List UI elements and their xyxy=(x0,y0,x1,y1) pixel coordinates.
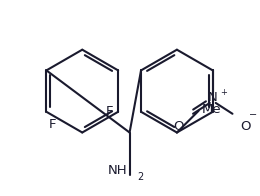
Text: −: − xyxy=(249,110,257,120)
Text: O: O xyxy=(174,120,184,133)
Text: Me: Me xyxy=(202,103,221,116)
Text: F: F xyxy=(106,105,113,118)
Text: O: O xyxy=(240,120,251,133)
Text: N: N xyxy=(208,92,218,104)
Text: +: + xyxy=(220,88,226,97)
Text: F: F xyxy=(48,118,56,131)
Text: 2: 2 xyxy=(138,172,144,182)
Text: NH: NH xyxy=(108,164,128,177)
